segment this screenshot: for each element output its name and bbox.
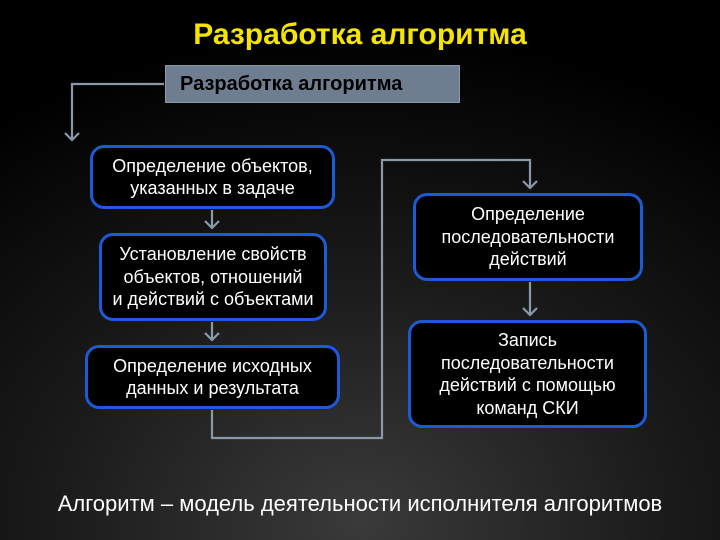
flow-node-n4: Определение последовательности действий xyxy=(413,193,643,281)
flow-node-n1: Определение объектов, указанных в задаче xyxy=(90,145,335,209)
flow-node-label: Определение исходных данных и результата xyxy=(113,355,312,400)
flow-node-label: Определение объектов, указанных в задаче xyxy=(112,155,313,200)
flow-node-n5: Запись последовательности действий с пом… xyxy=(408,320,647,428)
flow-node-label: Установление свойств объектов, отношений… xyxy=(112,243,313,311)
footer-text: Алгоритм – модель деятельности исполните… xyxy=(0,491,720,517)
flow-node-label: Запись последовательности действий с пом… xyxy=(439,329,615,419)
header-box: Разработка алгоритма xyxy=(165,65,460,103)
flow-node-label: Определение последовательности действий xyxy=(442,203,615,271)
flow-node-n2: Установление свойств объектов, отношений… xyxy=(99,233,327,321)
header-box-label: Разработка алгоритма xyxy=(180,73,402,96)
flow-node-n3: Определение исходных данных и результата xyxy=(85,345,340,409)
slide-title: Разработка алгоритма xyxy=(0,18,720,52)
